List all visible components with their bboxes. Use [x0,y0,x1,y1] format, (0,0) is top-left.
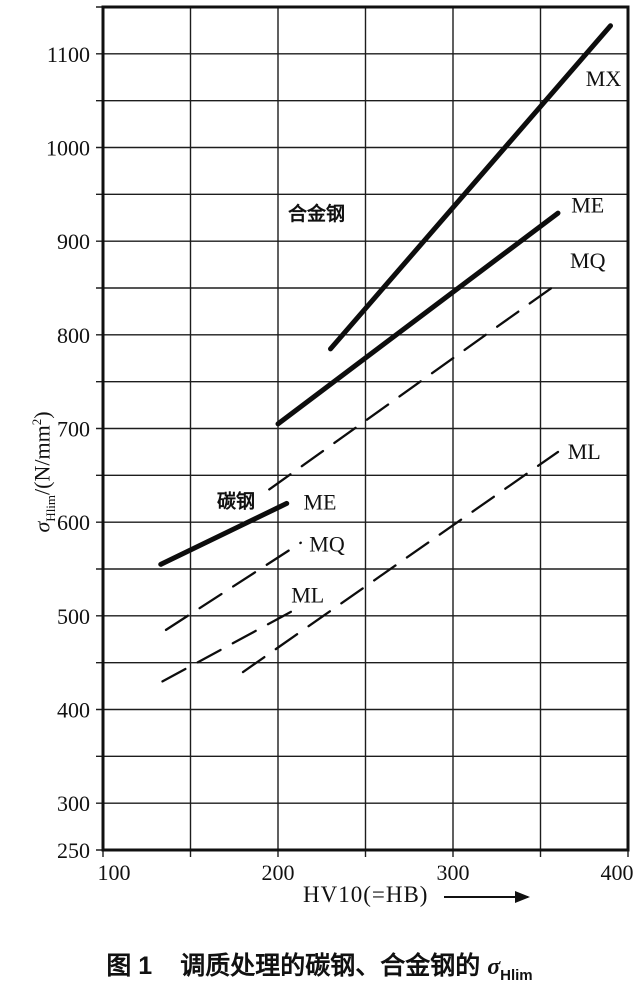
plot-label-ML: ML [568,439,601,464]
caption-sigma-symbol: σ [487,954,501,980]
right-arrow-icon [444,890,531,903]
series-line-carbon-ML [161,605,302,683]
x-axis-label: HV10(=HB) [303,882,429,907]
caption-text: 调质处理的碳钢、合金钢的 [180,952,481,980]
figure-caption: 图 1 调质处理的碳钢、合金钢的 σHlim [0,946,639,984]
plot-label-MX: MX [586,66,622,91]
caption-sigma-subscript: Hlim [500,967,533,984]
figure-number: 图 1 [106,952,153,980]
y-tick-label-900: 900 [57,229,90,254]
plot-border [101,5,630,852]
y-axis-unit: /(N/mm [29,425,55,495]
unit-close-paren: ) [29,411,55,419]
hardness-fatigue-limit-chart: 100 200 300 400 1100 1000 900 800 700 600 500 400 30… [46,5,634,885]
sigma-symbol: σ [29,521,55,533]
y-tick-label-700: 700 [57,417,90,442]
series-line-carbon-MQ [164,541,302,632]
plot-label-ME: ME [571,193,604,218]
x-tick-label-300: 300 [437,860,470,885]
y-tick-label-500: 500 [57,604,90,629]
series-line-alloy-MQ [268,282,560,491]
x-tick-label-200: 200 [262,860,295,885]
y-tick-label-400: 400 [57,698,90,723]
y-tick-label-1100: 1100 [47,42,90,67]
y-tick-label-250: 250 [57,838,90,863]
plot-label-MQ: MQ [309,532,345,557]
series-line-alloy-ME [275,210,561,427]
x-tick-label-100: 100 [98,860,131,885]
x-tick-label-400: 400 [601,860,634,885]
y-tick-label-1000: 1000 [46,136,90,161]
plot-label-MQ: MQ [570,248,606,273]
y-tick-label-300: 300 [57,791,90,816]
y-tick-label-800: 800 [57,323,90,348]
plot-label-合金钢: 合金钢 [288,202,345,225]
series-line-alloy-MX [328,23,613,352]
series-line-alloy-ML [241,450,560,674]
x-axis-title: HV10(=HB) [303,882,531,908]
sigma-subscript: Hlim [42,494,58,522]
plot-label-ME: ME [304,490,337,515]
y-axis-title: σHlim/(N/mm2) [29,411,59,532]
series-line-carbon-ME [158,500,290,567]
plot-label-碳钢: 碳钢 [217,490,255,513]
y-tick-label-600: 600 [57,510,90,535]
unit-exponent: 2 [29,418,45,426]
plot-label-ML: ML [291,582,324,607]
